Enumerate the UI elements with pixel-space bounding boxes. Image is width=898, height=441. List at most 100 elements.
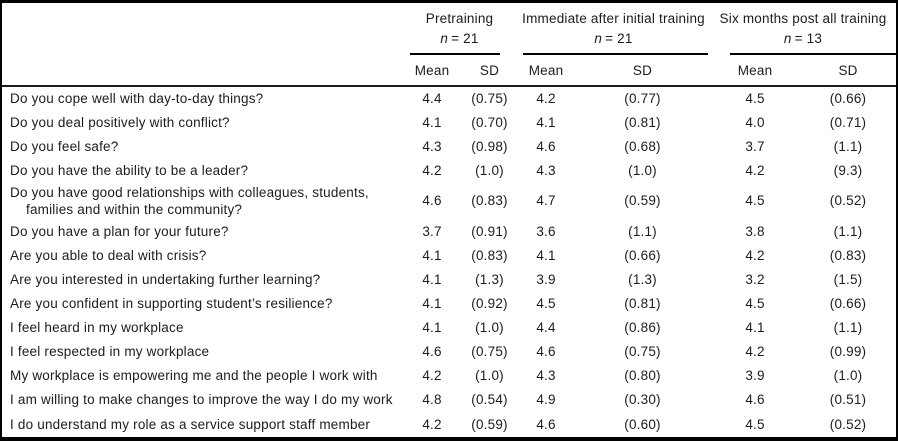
value-cell: (0.75) bbox=[471, 90, 508, 106]
n-variable: n bbox=[440, 31, 449, 46]
value-cell: 4.2 bbox=[422, 416, 442, 432]
value-cell: (1.0) bbox=[475, 368, 504, 384]
value-cell: (0.70) bbox=[471, 115, 508, 131]
question-cell: I do understand my role as a service sup… bbox=[10, 416, 371, 432]
table-row: My workplace is empowering me and the pe… bbox=[2, 364, 896, 388]
question-cell: Are you interested in undertaking furthe… bbox=[10, 271, 321, 287]
table-row: Do you have a plan for your future? 3.7 … bbox=[2, 220, 896, 244]
question-cell: Do you have the ability to be a leader? bbox=[10, 163, 249, 179]
value-cell: (0.81) bbox=[624, 115, 661, 131]
value-cell: 4.3 bbox=[422, 139, 442, 155]
value-cell: (0.66) bbox=[624, 247, 661, 263]
group-underline bbox=[523, 53, 709, 55]
value-cell: (0.68) bbox=[624, 139, 661, 155]
value-cell: (0.71) bbox=[829, 115, 867, 131]
value-cell: (0.59) bbox=[624, 193, 661, 209]
value-cell: (1.5) bbox=[833, 271, 863, 287]
value-cell: 3.2 bbox=[745, 271, 765, 287]
value-cell: (1.0) bbox=[475, 320, 504, 336]
value-cell: 4.6 bbox=[422, 193, 442, 209]
question-cell: Are you able to deal with crisis? bbox=[10, 247, 207, 263]
value-cell: 4.5 bbox=[536, 295, 556, 311]
table-row: I feel respected in my workplace 4.6 (0.… bbox=[2, 340, 896, 364]
table-body: Do you cope well with day-to-day things?… bbox=[2, 86, 896, 437]
value-cell: 4.6 bbox=[745, 392, 765, 408]
question-cell: I feel heard in my workplace bbox=[10, 320, 184, 336]
group-header-six-months: Six months post all training n = 13 bbox=[710, 3, 896, 55]
value-cell: (0.83) bbox=[471, 193, 508, 209]
table-row: I feel heard in my workplace 4.1 (1.0) 4… bbox=[2, 316, 896, 340]
value-cell: (0.91) bbox=[471, 223, 508, 239]
n-variable: n bbox=[594, 31, 603, 46]
value-cell: (0.30) bbox=[624, 392, 661, 408]
value-cell: (0.83) bbox=[471, 247, 508, 263]
table-row: I do understand my role as a service sup… bbox=[2, 413, 896, 437]
table-row: Are you able to deal with crisis? 4.1 (0… bbox=[2, 244, 896, 268]
table-row: Do you have the ability to be a leader? … bbox=[2, 159, 896, 183]
question-cell: Do you have good relationships with coll… bbox=[10, 185, 369, 217]
value-cell: (0.92) bbox=[471, 295, 508, 311]
n-value: = 13 bbox=[794, 31, 823, 46]
table-row: Do you feel safe? 4.3 (0.98) 4.6 (0.68) … bbox=[2, 135, 896, 159]
mean-column-header: Mean bbox=[517, 55, 575, 87]
value-cell: 3.7 bbox=[745, 139, 765, 155]
table-header: Pretraining n = 21 Immediate after initia… bbox=[2, 3, 896, 87]
value-cell: (1.1) bbox=[833, 320, 863, 336]
value-cell: (1.1) bbox=[833, 139, 863, 155]
group-label: Six months post all training bbox=[719, 11, 887, 26]
value-cell: 3.8 bbox=[745, 223, 765, 239]
value-cell: (0.60) bbox=[624, 416, 661, 432]
sd-column-header: SD bbox=[462, 55, 517, 87]
group-underline bbox=[730, 53, 896, 55]
question-column-header bbox=[2, 3, 402, 87]
value-cell: 4.1 bbox=[422, 295, 442, 311]
value-cell: 4.2 bbox=[422, 368, 442, 384]
value-cell: 4.0 bbox=[745, 115, 765, 131]
mean-column-header: Mean bbox=[402, 55, 462, 87]
n-value: = 21 bbox=[605, 31, 633, 46]
group-sample-size: n = 13 bbox=[710, 27, 896, 47]
value-cell: 4.2 bbox=[536, 90, 556, 106]
sd-column-header: SD bbox=[575, 55, 711, 87]
value-cell: (0.80) bbox=[624, 368, 661, 384]
value-cell: (0.99) bbox=[829, 344, 867, 360]
question-cell: Do you deal positively with conflict? bbox=[10, 115, 230, 131]
value-cell: 4.7 bbox=[536, 193, 556, 209]
group-label: Pretraining bbox=[425, 11, 494, 26]
value-cell: 4.8 bbox=[422, 392, 442, 408]
value-cell: 4.1 bbox=[422, 247, 442, 263]
group-sample-size: n = 21 bbox=[402, 27, 517, 47]
value-cell: 4.2 bbox=[745, 247, 765, 263]
group-label: Immediate after initial training bbox=[522, 11, 705, 26]
value-cell: 3.9 bbox=[536, 271, 556, 287]
value-cell: (0.59) bbox=[471, 416, 508, 432]
sd-column-header: SD bbox=[800, 55, 896, 87]
table-row: Are you interested in undertaking furthe… bbox=[2, 268, 896, 292]
value-cell: (1.1) bbox=[628, 223, 657, 239]
survey-results-table: Pretraining n = 21 Immediate after initia… bbox=[2, 3, 896, 437]
value-cell: (1.1) bbox=[833, 223, 863, 239]
value-cell: (1.0) bbox=[475, 163, 504, 179]
value-cell: (1.3) bbox=[628, 271, 657, 287]
question-cell: Do you have a plan for your future? bbox=[10, 223, 229, 239]
value-cell: 4.6 bbox=[536, 139, 556, 155]
value-cell: (0.52) bbox=[829, 193, 867, 209]
value-cell: 4.1 bbox=[422, 271, 442, 287]
value-cell: 4.1 bbox=[422, 115, 442, 131]
value-cell: 3.9 bbox=[745, 368, 765, 384]
question-cell: Are you confident in supporting student’… bbox=[10, 295, 333, 311]
value-cell: (0.98) bbox=[471, 139, 508, 155]
value-cell: 4.2 bbox=[422, 163, 442, 179]
question-cell: I am willing to make changes to improve … bbox=[10, 392, 393, 408]
value-cell: 4.5 bbox=[745, 193, 765, 209]
value-cell: 4.5 bbox=[745, 295, 765, 311]
value-cell: 4.2 bbox=[745, 163, 765, 179]
mean-column-header: Mean bbox=[710, 55, 801, 87]
value-cell: (9.3) bbox=[833, 163, 863, 179]
table-row: Do you deal positively with conflict? 4.… bbox=[2, 111, 896, 135]
n-value: = 21 bbox=[451, 31, 479, 46]
n-variable: n bbox=[783, 31, 792, 46]
value-cell: 4.1 bbox=[536, 115, 556, 131]
value-cell: 4.6 bbox=[536, 416, 556, 432]
